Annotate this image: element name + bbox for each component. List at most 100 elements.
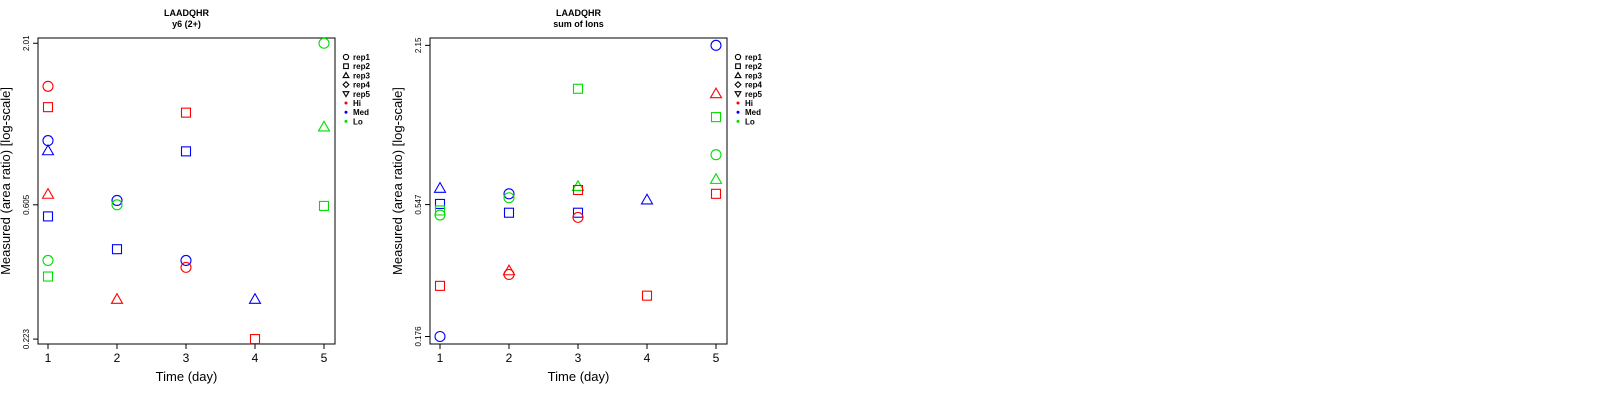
data-point bbox=[317, 120, 331, 132]
x-tick-label: 4 bbox=[252, 351, 259, 365]
chart-subtitle: sum of Ions bbox=[553, 19, 604, 29]
legend-color-dot bbox=[344, 101, 348, 105]
legend-label: rep5 bbox=[745, 90, 762, 99]
legend-label: Med bbox=[353, 108, 369, 117]
data-point bbox=[641, 290, 653, 301]
x-tick-label: 3 bbox=[183, 351, 190, 365]
data-point bbox=[503, 188, 515, 200]
data-point bbox=[41, 144, 55, 156]
chart-title: LAADQHR bbox=[164, 8, 209, 18]
legend-label: Lo bbox=[353, 117, 363, 126]
legend-label: Med bbox=[745, 108, 761, 117]
x-tick-label: 5 bbox=[321, 351, 328, 365]
data-point bbox=[572, 207, 584, 218]
chart-subtitle: y6 (2+) bbox=[172, 19, 201, 29]
y-tick-label: 0.176 bbox=[414, 326, 423, 347]
data-point bbox=[709, 86, 723, 99]
y-tick-label: 2.15 bbox=[414, 37, 423, 53]
data-point bbox=[434, 205, 446, 216]
legend-marker-rep3 bbox=[734, 71, 742, 79]
x-axis-label: Time (day) bbox=[156, 369, 218, 384]
x-tick-label: 2 bbox=[506, 351, 513, 365]
legend-label: rep5 bbox=[353, 90, 370, 99]
legend-color-dot bbox=[736, 119, 740, 123]
x-tick-label: 1 bbox=[45, 351, 52, 365]
legend-marker-rep4 bbox=[342, 80, 350, 89]
data-point bbox=[42, 271, 54, 282]
y-tick-label: 0.605 bbox=[22, 194, 31, 215]
plot-frame bbox=[37, 37, 336, 345]
data-point bbox=[710, 149, 722, 161]
x-tick-label: 5 bbox=[713, 351, 720, 365]
x-axis-label: Time (day) bbox=[548, 369, 610, 384]
data-point bbox=[180, 254, 192, 267]
legend-marker-rep1 bbox=[342, 53, 350, 61]
data-point bbox=[111, 194, 123, 206]
data-point bbox=[42, 254, 54, 267]
legend-label: Lo bbox=[745, 117, 755, 126]
x-tick-label: 2 bbox=[114, 351, 121, 365]
data-point bbox=[710, 39, 722, 51]
y-tick-label: 0.223 bbox=[22, 329, 31, 350]
legend-color-dot bbox=[344, 110, 348, 114]
x-tick-label: 1 bbox=[437, 351, 444, 365]
data-point bbox=[42, 211, 54, 222]
legend-label: rep2 bbox=[745, 62, 762, 71]
legend-marker-rep4 bbox=[734, 80, 742, 89]
x-tick-label: 4 bbox=[644, 351, 651, 365]
data-point bbox=[710, 188, 722, 199]
legend-label: rep3 bbox=[353, 71, 370, 80]
data-point bbox=[180, 107, 192, 118]
legend-label: rep1 bbox=[353, 53, 370, 62]
y-axis-label: Measured (area ratio) [log-scale] bbox=[390, 87, 405, 275]
legend-label: rep4 bbox=[353, 81, 370, 90]
y-tick-label: 2.01 bbox=[22, 35, 31, 51]
legend-marker-rep2 bbox=[735, 63, 741, 70]
legend-marker-rep2 bbox=[343, 63, 349, 70]
data-point bbox=[433, 181, 447, 193]
data-point bbox=[710, 112, 722, 123]
data-point bbox=[318, 37, 330, 49]
data-point bbox=[503, 268, 515, 281]
legend-label: Hi bbox=[745, 99, 753, 108]
legend-marker-rep1 bbox=[734, 53, 742, 61]
data-point bbox=[42, 80, 54, 92]
data-point bbox=[503, 192, 515, 204]
data-point bbox=[180, 146, 192, 157]
legend-marker-rep5 bbox=[342, 91, 350, 98]
chart-title: LAADQHR bbox=[556, 8, 601, 18]
legend-marker-rep5 bbox=[734, 91, 742, 98]
data-point bbox=[318, 200, 330, 211]
data-point bbox=[248, 292, 262, 304]
legend-color-dot bbox=[344, 119, 348, 123]
data-point bbox=[41, 187, 55, 199]
data-point bbox=[249, 334, 261, 345]
data-point bbox=[42, 102, 54, 113]
legend-marker-rep3 bbox=[342, 71, 350, 79]
legend-label: rep4 bbox=[745, 81, 762, 90]
legend-label: rep2 bbox=[353, 62, 370, 71]
data-point bbox=[572, 211, 584, 223]
data-point bbox=[434, 330, 446, 343]
x-tick-label: 3 bbox=[575, 351, 582, 365]
data-point bbox=[111, 199, 123, 211]
data-point bbox=[640, 193, 654, 205]
legend-color-dot bbox=[736, 101, 740, 105]
legend-label: Hi bbox=[353, 99, 361, 108]
data-point bbox=[434, 280, 446, 291]
data-point bbox=[503, 207, 515, 218]
data-point bbox=[434, 198, 446, 209]
legend-label: rep1 bbox=[745, 53, 762, 62]
data-point bbox=[572, 83, 584, 94]
legend-color-dot bbox=[736, 110, 740, 114]
y-axis-label: Measured (area ratio) [log-scale] bbox=[0, 87, 13, 275]
data-point bbox=[709, 172, 723, 184]
data-point bbox=[110, 292, 124, 304]
y-tick-label: 0.547 bbox=[414, 194, 423, 215]
